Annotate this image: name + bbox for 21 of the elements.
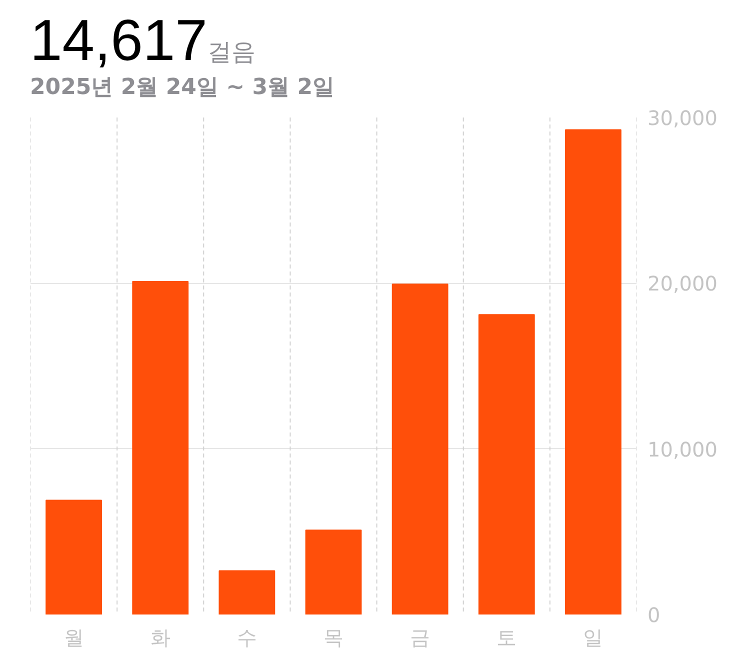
bar xyxy=(218,570,276,614)
y-tick-label: 0 xyxy=(648,603,660,627)
x-tick-label: 월 xyxy=(64,626,84,650)
bar xyxy=(305,530,362,614)
x-tick-label: 금 xyxy=(410,626,430,650)
x-tick-label: 토 xyxy=(496,626,517,650)
x-tick-label: 화 xyxy=(150,626,170,650)
y-tick-label: 10,000 xyxy=(648,437,718,462)
chart-subtitle: 2025년 2월 24일 ~ 3월 2일 xyxy=(30,74,334,102)
text: 걸음 xyxy=(207,38,256,66)
bar xyxy=(392,284,448,614)
chart-title: 14,617 xyxy=(30,8,208,73)
x-tick-label: 일 xyxy=(583,626,604,650)
y-tick-label: 20,000 xyxy=(648,272,718,296)
x-tick-label: 수 xyxy=(236,626,257,650)
bar xyxy=(46,500,102,614)
y-tick-label: 30,000 xyxy=(648,106,718,130)
bar xyxy=(132,281,189,614)
x-tick-label: 목 xyxy=(324,626,344,650)
bar xyxy=(565,129,622,614)
bar xyxy=(478,314,535,614)
